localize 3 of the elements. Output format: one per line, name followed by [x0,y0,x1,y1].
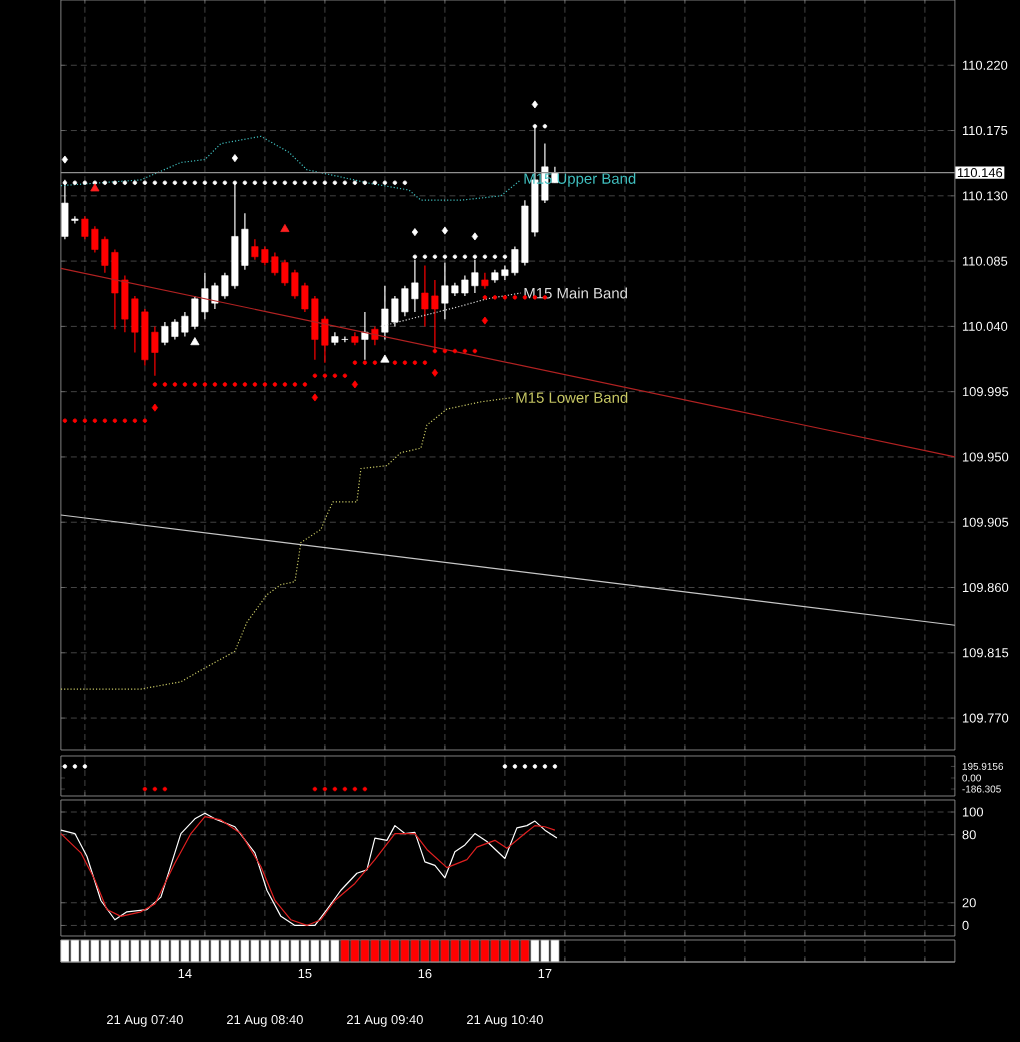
candlestick [480,272,488,290]
candlestick [360,311,368,361]
point [61,155,68,164]
